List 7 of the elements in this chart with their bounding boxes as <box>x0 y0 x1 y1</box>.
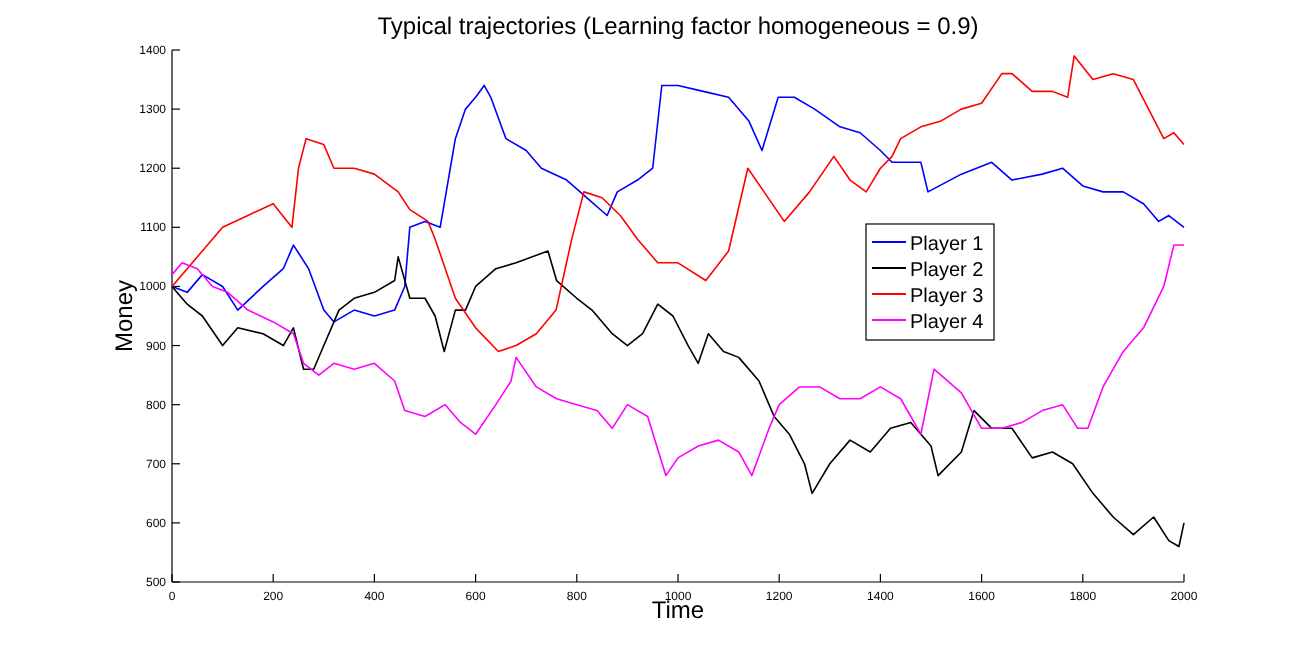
legend-label: Player 2 <box>910 260 985 282</box>
legend-label: Player 3 <box>910 286 985 308</box>
legend-label: Player 4 <box>910 312 985 334</box>
chart-title: Typical trajectories (Learning factor homogeneous = 0.9) <box>377 12 979 40</box>
line-series <box>171 55 1185 353</box>
y-axis-title: Money <box>110 279 138 353</box>
legend-label: Player 1 <box>910 234 985 256</box>
